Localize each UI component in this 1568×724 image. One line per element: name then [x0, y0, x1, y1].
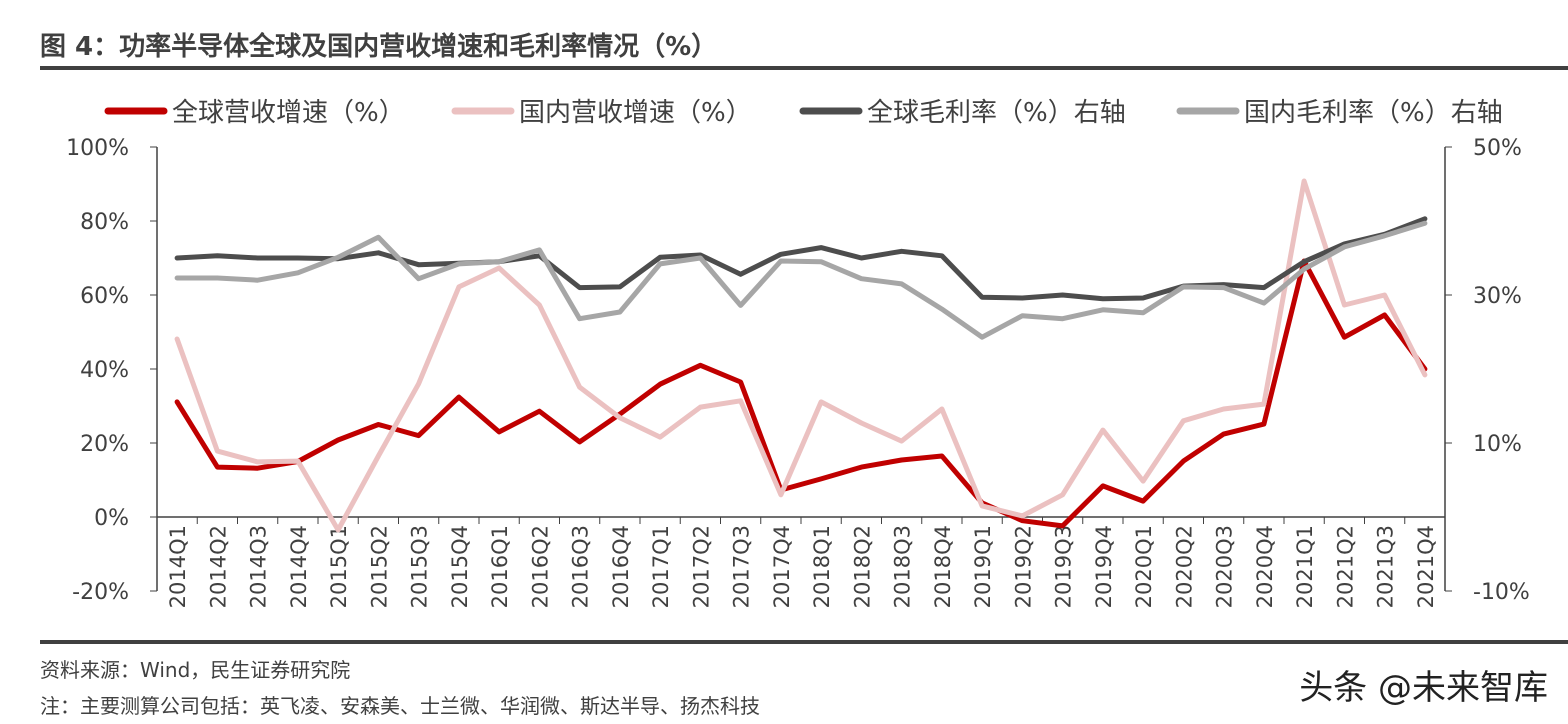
x-tick-label: 2016Q1 [488, 525, 512, 608]
left-tick-label: 0% [94, 506, 129, 531]
left-tick-label: 20% [80, 432, 129, 457]
x-tick-label: 2021Q2 [1333, 525, 1357, 608]
footer-rule [40, 640, 1568, 644]
x-tick-label: 2019Q3 [1052, 525, 1076, 608]
title-rule [40, 66, 1568, 70]
watermark: 头条 @未来智库 [1299, 668, 1548, 708]
x-tick-label: 2016Q2 [528, 525, 552, 608]
x-tick-label: 2018Q1 [810, 525, 834, 608]
source-note: 资料来源：Wind，民生证券研究院 [40, 658, 351, 682]
footnote: 注：主要测算公司包括：英飞凌、安森美、士兰微、华润微、斯达半导、扬杰科技 [40, 694, 760, 718]
legend-label: 全球毛利率（%）右轴 [867, 98, 1126, 128]
left-tick-label: -20% [72, 580, 129, 605]
legend-label: 全球营收增速（%） [172, 98, 405, 128]
x-tick-label: 2015Q3 [408, 525, 432, 608]
series-line-4 [174, 220, 1428, 340]
x-tick-label: 2020Q3 [1213, 525, 1237, 608]
left-tick-label: 100% [66, 136, 129, 161]
x-tick-label: 2021Q1 [1293, 525, 1317, 608]
right-tick-label: 30% [1473, 284, 1522, 309]
x-tick-label: 2016Q3 [569, 525, 593, 608]
legend-label: 国内营收增速（%） [519, 98, 752, 128]
x-tick-label: 2019Q2 [1011, 525, 1035, 608]
x-tick-label: 2018Q2 [850, 525, 874, 608]
legend-label: 国内毛利率（%）右轴 [1244, 98, 1503, 128]
series-line-2 [174, 178, 1428, 533]
left-tick-label: 80% [80, 210, 129, 235]
series-line-3 [174, 216, 1428, 302]
x-tick-label: 2017Q3 [730, 525, 754, 608]
x-tick-label: 2019Q1 [971, 525, 995, 608]
figure-title: 图 4：功率半导体全球及国内营收增速和毛利率情况（%） [40, 32, 718, 62]
x-tick-label: 2021Q3 [1374, 525, 1398, 608]
right-tick-label: 10% [1473, 432, 1522, 457]
x-tick-label: 2018Q4 [931, 525, 955, 608]
x-tick-label: 2020Q4 [1253, 525, 1277, 608]
series-line-1 [174, 258, 1428, 529]
x-tick-label: 2018Q3 [891, 525, 915, 608]
x-tick-label: 2020Q1 [1132, 525, 1156, 608]
x-tick-label: 2017Q1 [649, 525, 673, 608]
left-tick-label: 60% [80, 284, 129, 309]
right-tick-label: -10% [1473, 580, 1530, 605]
x-tick-label: 2014Q3 [247, 525, 271, 608]
x-tick-label: 2014Q2 [206, 525, 230, 608]
x-tick-label: 2014Q1 [166, 525, 190, 608]
x-tick-label: 2015Q2 [367, 525, 391, 608]
x-tick-label: 2014Q4 [287, 525, 311, 608]
x-tick-label: 2019Q4 [1092, 525, 1116, 608]
left-tick-label: 40% [80, 358, 129, 383]
x-tick-label: 2016Q4 [609, 525, 633, 608]
x-tick-label: 2020Q2 [1172, 525, 1196, 608]
right-tick-label: 50% [1473, 136, 1522, 161]
x-tick-label: 2015Q1 [327, 525, 351, 608]
x-tick-label: 2015Q4 [448, 525, 472, 608]
x-tick-label: 2021Q4 [1414, 525, 1438, 608]
x-tick-label: 2017Q2 [689, 525, 713, 608]
x-tick-label: 2017Q4 [770, 525, 794, 608]
